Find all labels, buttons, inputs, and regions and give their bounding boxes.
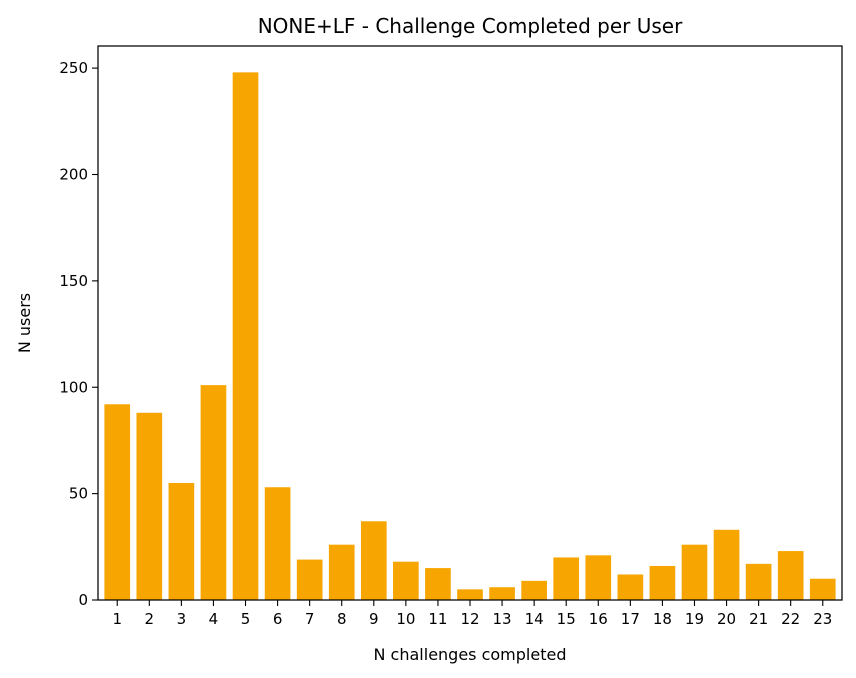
- bar-23: [809, 578, 836, 600]
- bar-11: [425, 568, 451, 600]
- x-tick-label-13: 13: [493, 610, 512, 628]
- bar-7: [296, 559, 323, 600]
- bar-3: [168, 482, 195, 600]
- bar-5: [232, 72, 259, 600]
- x-tick-label-1: 1: [112, 610, 122, 628]
- y-tick-label-250: 250: [59, 59, 88, 77]
- bar-17: [617, 574, 644, 600]
- x-tick-label-14: 14: [525, 610, 544, 628]
- bar-10: [393, 561, 419, 600]
- x-axis-ticks: 1 2 3 4 5 6 7 8 9 10 11 12 13 14 15 16 17 18 19 20 21 22 23: [112, 600, 832, 628]
- x-tick-label-5: 5: [241, 610, 251, 628]
- y-axis-label: N users: [15, 293, 34, 353]
- bar-13: [489, 587, 515, 600]
- chart-title: NONE+LF - Challenge Completed per User: [258, 14, 683, 38]
- y-tick-label-150: 150: [59, 272, 88, 290]
- x-tick-label-9: 9: [369, 610, 379, 628]
- bar-1: [104, 404, 131, 600]
- y-tick-label-50: 50: [69, 485, 88, 503]
- bar-15: [553, 557, 580, 600]
- x-tick-label-10: 10: [396, 610, 415, 628]
- bar-6: [264, 487, 291, 600]
- x-tick-label-22: 22: [781, 610, 800, 628]
- y-tick-label-0: 0: [78, 591, 88, 609]
- x-tick-label-11: 11: [428, 610, 447, 628]
- bar-12: [457, 589, 483, 600]
- x-tick-label-18: 18: [653, 610, 672, 628]
- bars-group: [104, 72, 836, 600]
- bar-16: [585, 555, 612, 600]
- x-tick-label-8: 8: [337, 610, 347, 628]
- bar-2: [136, 412, 163, 600]
- x-tick-label-21: 21: [749, 610, 768, 628]
- bar-18: [649, 565, 676, 600]
- x-tick-label-15: 15: [557, 610, 576, 628]
- x-tick-label-2: 2: [145, 610, 155, 628]
- y-tick-label-200: 200: [59, 166, 88, 184]
- x-tick-label-20: 20: [717, 610, 736, 628]
- x-tick-label-4: 4: [209, 610, 219, 628]
- bar-21: [745, 563, 772, 600]
- x-tick-label-17: 17: [621, 610, 640, 628]
- x-tick-label-3: 3: [177, 610, 187, 628]
- x-tick-label-16: 16: [589, 610, 608, 628]
- y-tick-label-100: 100: [59, 378, 88, 396]
- bar-19: [681, 544, 708, 600]
- x-tick-label-7: 7: [305, 610, 315, 628]
- bar-20: [713, 529, 740, 600]
- y-axis-ticks: 0 50 100 150 200 250: [59, 59, 98, 609]
- bar-4: [200, 385, 227, 600]
- x-tick-label-12: 12: [460, 610, 479, 628]
- bar-14: [521, 580, 547, 600]
- bar-9: [360, 521, 387, 600]
- x-tick-label-19: 19: [685, 610, 704, 628]
- x-tick-label-6: 6: [273, 610, 283, 628]
- bar-22: [777, 551, 804, 600]
- x-axis-label: N challenges completed: [374, 645, 567, 664]
- plot-frame: [97, 45, 843, 601]
- bar-8: [328, 544, 355, 600]
- x-tick-label-23: 23: [813, 610, 832, 628]
